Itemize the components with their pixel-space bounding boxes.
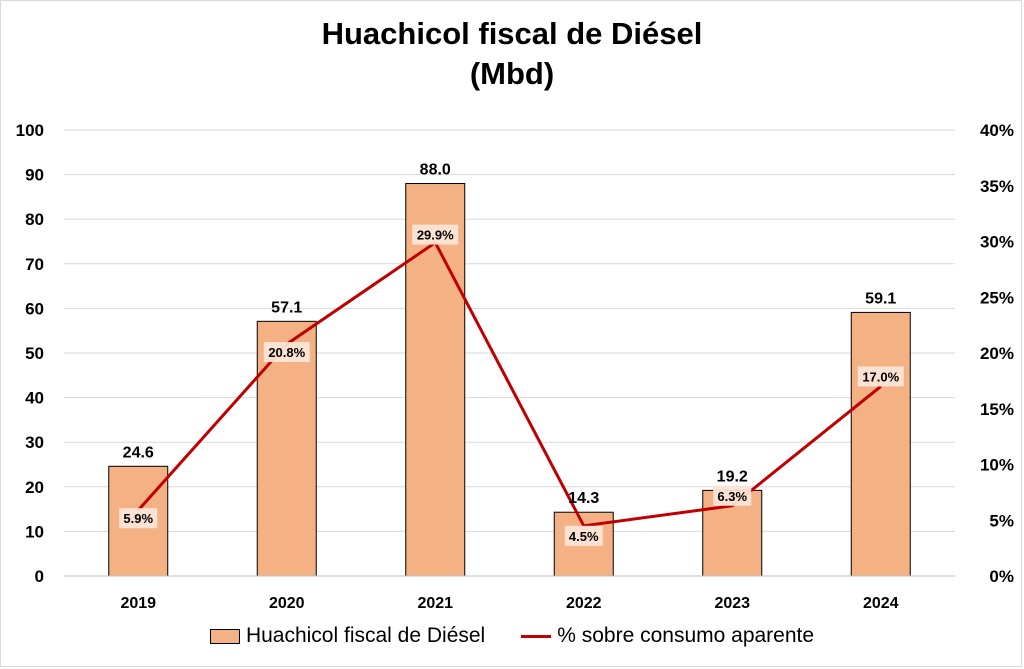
y-right-tick-label: 25%	[980, 288, 1014, 307]
line-value-label-box	[263, 342, 310, 363]
gridlines	[64, 129, 955, 577]
line-value-label: 29.9%	[417, 228, 454, 243]
y-left-tick-label: 30	[25, 433, 44, 452]
legend-item-line: % sobre consumo aparente	[521, 624, 814, 648]
y-right-tick-label: 15%	[980, 400, 1014, 419]
bar-value-label: 57.1	[271, 299, 302, 316]
line-value-label-box	[857, 366, 904, 387]
line-value-label-box	[713, 485, 752, 506]
y-left-tick-label: 70	[25, 255, 44, 274]
y-left-tick-label: 100	[16, 121, 44, 140]
line-value-label: 4.5%	[569, 529, 599, 544]
x-tick-label: 2021	[417, 595, 453, 612]
legend-item-bars: Huachicol fiscal de Diésel	[209, 624, 486, 648]
chart-title-line-2: (Mbd)	[469, 56, 555, 91]
x-tick-label: 2024	[863, 595, 899, 612]
x-tick-label: 2022	[566, 595, 602, 612]
bar-value-label: 19.2	[717, 468, 748, 485]
y-right-tick-label: 5%	[989, 511, 1014, 530]
x-tick-label: 2020	[269, 595, 305, 612]
line-series	[137, 241, 882, 528]
y-left-tick-label: 0	[35, 567, 44, 586]
bar	[850, 311, 911, 577]
y-right-tick-label: 30%	[980, 233, 1014, 252]
line-value-label-group: 17.0%	[857, 366, 904, 387]
line-value-label-box	[412, 224, 459, 245]
bar	[256, 320, 317, 577]
line-value-label-box	[564, 525, 603, 546]
y-right-tick-label: 10%	[980, 456, 1014, 475]
line-value-label-box	[119, 508, 158, 529]
line-value-label-group: 29.9%	[412, 224, 459, 245]
y-left-tick-label: 90	[25, 166, 44, 185]
y-left-tick-label: 40	[25, 389, 44, 408]
line-value-label-group: 6.3%	[713, 485, 752, 506]
y-right-tick-label: 40%	[980, 121, 1014, 140]
legend-swatch-bars	[209, 628, 240, 644]
line-value-label-group: 4.5%	[564, 525, 603, 546]
bar-series	[108, 183, 911, 577]
y-left-tick-label: 50	[25, 344, 44, 363]
bar-value-label: 88.0	[420, 162, 451, 179]
y-left-tick-label: 60	[25, 299, 44, 318]
line-value-label-group: 5.9%	[119, 508, 158, 529]
data-labels: 24.6 57.1 88.0 14.3 19.2 59.1 5.9% 20.8% 29.9% 4.…	[119, 162, 904, 546]
x-tick-label: 2023	[714, 595, 750, 612]
bar-value-label: 59.1	[865, 290, 896, 307]
bar	[405, 183, 466, 577]
bar-value-label: 14.3	[568, 490, 599, 507]
legend-swatch-line	[521, 634, 552, 638]
axes: 0 10 20 30 40 50 60 70 80 90 100 0% 5% 10% 15% 20% 25% 30…	[16, 121, 1014, 612]
y-left-tick-label: 80	[25, 210, 44, 229]
line-value-label: 6.3%	[717, 489, 747, 504]
legend-label-bars: Huachicol fiscal de Diésel	[245, 624, 486, 647]
chart-title-line-1: Huachicol fiscal de Diésel	[321, 16, 703, 51]
x-tick-label: 2019	[120, 595, 156, 612]
y-right-tick-label: 0%	[989, 567, 1014, 586]
legend-label-line: % sobre consumo aparente	[557, 624, 815, 647]
y-right-tick-label: 35%	[980, 177, 1014, 196]
series-line	[137, 241, 882, 528]
y-left-tick-label: 10	[25, 522, 44, 541]
line-value-label: 20.8%	[268, 345, 305, 360]
line-value-label: 17.0%	[862, 369, 899, 384]
bar-value-label: 24.6	[123, 444, 154, 461]
chart-title: Huachicol fiscal de Diésel (Mbd)	[0, 14, 1024, 94]
y-right-tick-label: 20%	[980, 344, 1014, 363]
line-value-label-group: 20.8%	[263, 342, 310, 363]
legend: Huachicol fiscal de Diésel % sobre consu…	[0, 624, 1024, 648]
line-value-label: 5.9%	[123, 511, 153, 526]
y-left-tick-label: 20	[25, 478, 44, 497]
